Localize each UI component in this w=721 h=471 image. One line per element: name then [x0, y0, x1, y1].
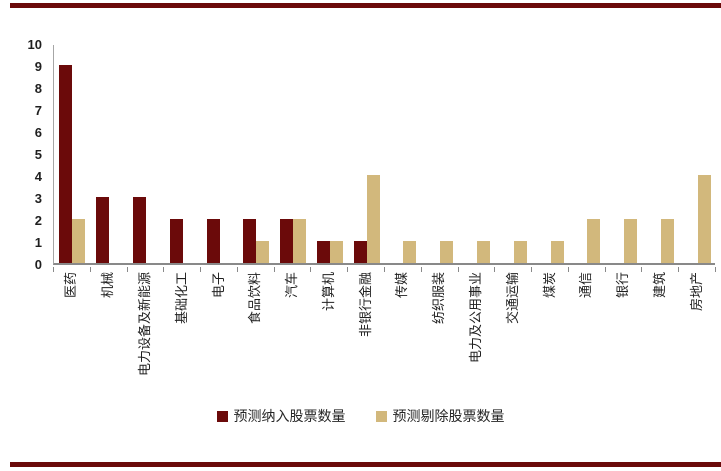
bar-included	[353, 241, 367, 263]
y-axis-tick-label: 10	[27, 37, 42, 52]
x-axis-tick	[531, 267, 533, 272]
bar-excluded	[329, 241, 343, 263]
bar-excluded	[550, 241, 564, 263]
x-axis-tick	[494, 267, 496, 272]
bar-included	[96, 197, 110, 263]
chart-legend: 预测纳入股票数量 预测剔除股票数量	[0, 406, 721, 426]
legend-label-included: 预测纳入股票数量	[233, 408, 346, 424]
y-axis-tick-label: 9	[34, 59, 42, 74]
x-axis-label: 机械	[100, 272, 116, 299]
x-axis-tick	[567, 267, 569, 272]
x-axis-label: 医药	[63, 272, 79, 299]
legend-item-excluded: 预测剔除股票数量	[375, 406, 505, 426]
x-axis-label: 银行	[615, 272, 631, 299]
bar-included	[132, 197, 146, 263]
x-axis-tick	[273, 267, 275, 272]
y-axis-tick-label: 5	[34, 147, 42, 162]
x-axis-tick	[457, 267, 459, 272]
y-axis-tick-label: 1	[34, 235, 42, 250]
x-axis-tick	[715, 267, 716, 272]
x-axis-label: 交通运输	[504, 272, 520, 325]
x-axis-label: 房地产	[688, 272, 704, 312]
bar-excluded	[293, 219, 307, 263]
x-axis-label: 传媒	[394, 272, 410, 299]
x-axis-label: 通信	[578, 272, 594, 299]
bar-excluded	[697, 175, 711, 263]
x-axis-label: 基础化工	[173, 272, 189, 325]
x-axis-label: 电力设备及新能源	[136, 272, 152, 377]
legend-item-included: 预测纳入股票数量	[216, 406, 346, 426]
y-axis-tick-label: 7	[34, 103, 42, 118]
x-axis-label: 建筑	[651, 272, 667, 299]
bar-included	[169, 219, 183, 263]
bar-included	[59, 65, 73, 263]
x-axis-label: 纺织服装	[431, 272, 447, 325]
x-axis-label: 煤炭	[541, 272, 557, 299]
legend-label-excluded: 预测剔除股票数量	[392, 408, 505, 424]
bar-included	[243, 219, 257, 263]
bar-excluded	[660, 219, 674, 263]
y-axis-tick-label: 3	[34, 191, 42, 206]
x-axis-tick	[200, 267, 202, 272]
x-axis-tick	[347, 267, 349, 272]
bar-included	[280, 219, 294, 263]
bar-excluded	[587, 219, 601, 263]
bar-included	[316, 241, 330, 263]
legend-swatch-excluded-icon	[375, 410, 387, 422]
x-axis-tick	[420, 267, 422, 272]
x-axis-tick	[126, 267, 128, 272]
x-axis-tick	[641, 267, 643, 272]
bar-excluded	[256, 241, 270, 263]
x-axis-label: 食品饮料	[247, 272, 263, 325]
bar-excluded	[624, 219, 638, 263]
x-axis-tick	[53, 267, 54, 272]
plot-area	[53, 45, 715, 265]
bar-included	[206, 219, 220, 263]
bar-excluded	[366, 175, 380, 263]
y-axis-tick-label: 0	[34, 257, 42, 272]
x-axis-tick	[310, 267, 312, 272]
bar-excluded	[403, 241, 417, 263]
bar-excluded	[72, 219, 86, 263]
x-axis-tick	[163, 267, 165, 272]
y-axis-tick-label: 2	[34, 213, 42, 228]
y-axis-tick-label: 8	[34, 81, 42, 96]
y-axis-tick-label: 4	[34, 169, 42, 184]
bar-excluded	[513, 241, 527, 263]
x-axis-tick	[384, 267, 385, 272]
x-axis-label: 非银行金融	[357, 272, 373, 338]
bar-excluded	[440, 241, 454, 263]
x-axis-tick	[604, 267, 606, 272]
top-rule	[10, 3, 721, 8]
x-axis-label: 电力及公用事业	[467, 272, 483, 364]
legend-swatch-included-icon	[216, 410, 228, 422]
x-axis-tick	[89, 267, 91, 272]
x-axis-label: 电子	[210, 272, 226, 299]
bottom-rule	[10, 462, 721, 467]
bar-excluded	[476, 241, 490, 263]
x-axis-label: 计算机	[320, 272, 336, 312]
x-axis-tick	[236, 267, 238, 272]
y-axis-tick-label: 6	[34, 125, 42, 140]
x-axis-tick	[678, 267, 680, 272]
x-axis-label: 汽车	[284, 272, 300, 299]
